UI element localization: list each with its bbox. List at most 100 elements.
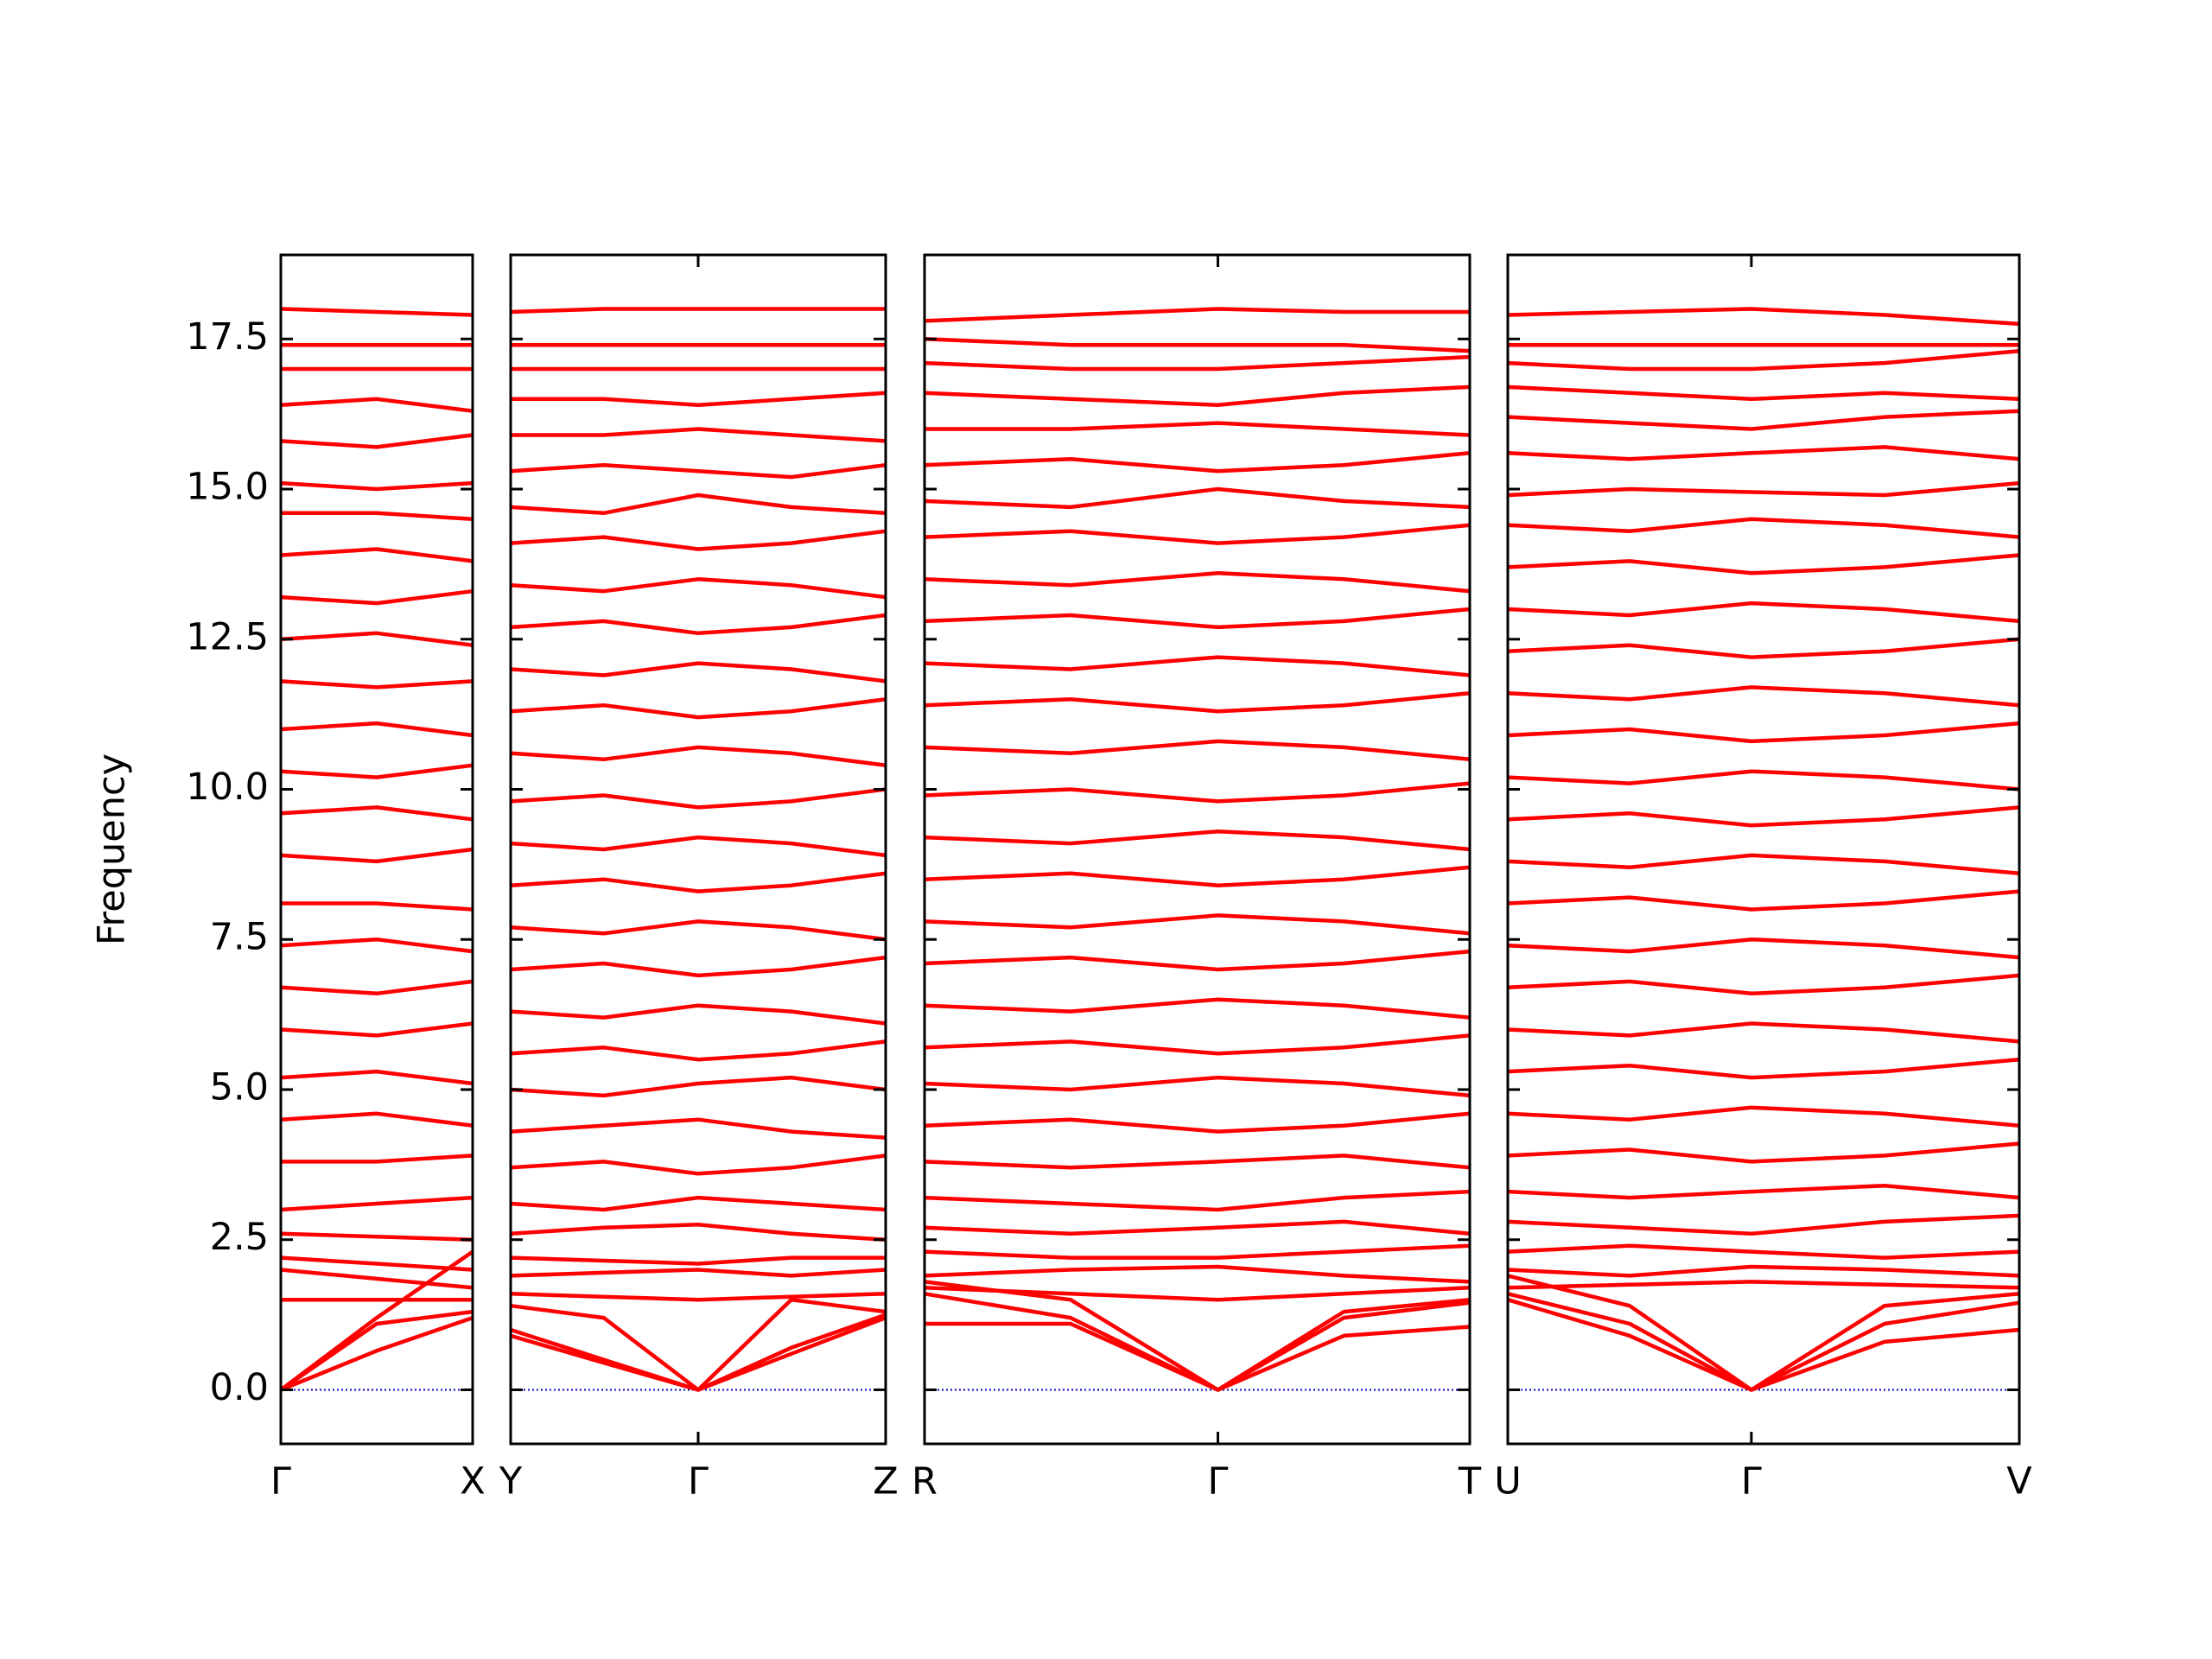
band-line (1507, 853, 2020, 876)
band-line (1507, 445, 2020, 461)
x-tick-label: Γ (1208, 1460, 1229, 1503)
band-line (510, 1292, 887, 1302)
band-line (1507, 348, 2020, 372)
band-line (510, 835, 887, 858)
band-line (924, 523, 1471, 545)
band-line (510, 955, 887, 978)
band-line (1507, 769, 2020, 791)
panel-frame (509, 253, 887, 1446)
y-tick-label: 0.0 (210, 1366, 269, 1409)
band-line (924, 1280, 1471, 1392)
band-line (1507, 1057, 2020, 1080)
band-line (924, 781, 1471, 804)
band-line (280, 805, 474, 822)
band-line (924, 354, 1471, 372)
band-line (510, 462, 887, 480)
band-line (280, 763, 474, 779)
band-line (280, 1195, 474, 1212)
band-line (924, 1243, 1471, 1260)
band-line (510, 1268, 887, 1278)
x-tick-label: V (2006, 1460, 2032, 1503)
band-line (280, 547, 474, 563)
band-line (280, 1268, 474, 1290)
band-line (1507, 685, 2020, 708)
band-line (924, 949, 1471, 972)
band-line (280, 679, 474, 690)
band-line (510, 1117, 887, 1140)
band-line (510, 787, 887, 810)
x-tick-label: Γ (688, 1460, 709, 1503)
band-line (1507, 1021, 2020, 1044)
panel-frame (1506, 253, 2021, 1446)
band-line (280, 433, 474, 449)
band-line (924, 1264, 1471, 1284)
band-line (510, 1195, 887, 1212)
band-line (279, 1249, 474, 1392)
band-line (924, 486, 1471, 510)
band-line (510, 1223, 887, 1242)
band-line (510, 307, 886, 315)
band-line (1507, 889, 2020, 912)
y-tick-label: 17.5 (186, 315, 269, 359)
band-line (280, 1315, 474, 1392)
band-line (510, 577, 887, 600)
band-line (924, 739, 1471, 762)
band-line (924, 571, 1471, 594)
band-line (280, 721, 474, 738)
band-line (924, 1286, 1471, 1302)
band-line (510, 529, 887, 551)
band-line (280, 307, 474, 317)
y-tick-label: 5.0 (210, 1065, 269, 1109)
band-line (924, 691, 1471, 714)
x-tick-label: X (460, 1460, 485, 1503)
band-line (924, 913, 1471, 936)
band-line (1507, 1264, 2020, 1278)
band-line (924, 1075, 1471, 1098)
band-line (924, 1111, 1471, 1134)
band-line (924, 997, 1471, 1020)
band-line (924, 829, 1471, 852)
band-line (280, 397, 474, 413)
band-line (510, 1075, 887, 1098)
band-line (1507, 385, 2020, 402)
band-line (510, 493, 887, 516)
y-axis-label: Frequency (91, 753, 134, 945)
x-tick-label: Z (873, 1460, 898, 1503)
band-line (1507, 937, 2020, 960)
band-line (280, 1111, 474, 1128)
band-line (511, 427, 887, 443)
band-line (1507, 1183, 2020, 1200)
y-tick-label: 2.5 (210, 1216, 269, 1259)
band-line (1507, 307, 2020, 327)
band-line (510, 1297, 887, 1392)
band-line (281, 511, 474, 522)
x-tick-label: U (1494, 1460, 1521, 1503)
band-line (510, 745, 887, 767)
band-line (281, 1154, 474, 1164)
panel-frame (279, 253, 474, 1446)
band-line (510, 919, 887, 942)
band-line (280, 1231, 474, 1242)
band-line (1507, 721, 2020, 744)
band-line (280, 480, 474, 492)
band-line (510, 661, 887, 683)
band-line (924, 655, 1471, 677)
band-line (280, 1069, 474, 1086)
band-line (510, 1154, 887, 1176)
band-line (1507, 973, 2020, 996)
band-line (924, 385, 1471, 407)
band-line (1507, 517, 2020, 539)
band-line (510, 871, 887, 893)
x-tick-label: Γ (270, 1460, 291, 1503)
band-line (1507, 637, 2020, 659)
band-line (510, 697, 887, 720)
band-line (924, 1154, 1471, 1170)
band-line (280, 631, 474, 647)
x-tick-label: T (1458, 1460, 1482, 1503)
band-line (281, 901, 474, 912)
x-tick-label: Γ (1741, 1460, 1762, 1503)
band-line (510, 1255, 886, 1266)
band-line (924, 865, 1471, 887)
